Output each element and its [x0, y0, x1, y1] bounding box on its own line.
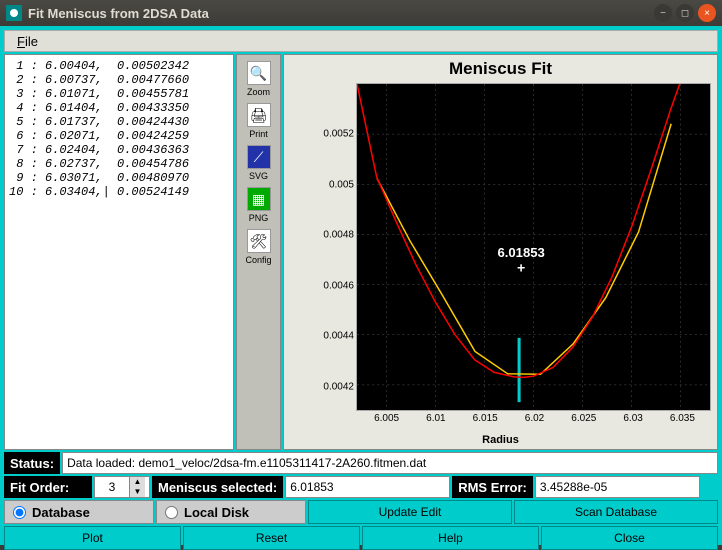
png-button[interactable]: ▦ PNG [239, 185, 279, 225]
fit-order-label: Fit Order: [4, 476, 92, 498]
zoom-label: Zoom [247, 87, 270, 97]
config-label: Config [245, 255, 271, 265]
status-value: Data loaded: demo1_veloc/2dsa-fm.e110531… [62, 452, 718, 474]
app-icon [6, 5, 22, 21]
data-row: 6 : 6.02071, 0.00424259 [9, 129, 229, 143]
y-tick: 0.005 [304, 179, 354, 190]
y-tick: 0.0044 [304, 331, 354, 342]
x-tick: 6.02 [525, 413, 544, 424]
file-menu[interactable]: File [11, 32, 44, 51]
data-row: 4 : 6.01404, 0.00433350 [9, 101, 229, 115]
data-row: 5 : 6.01737, 0.00424430 [9, 115, 229, 129]
database-radio-box[interactable]: Database [4, 500, 154, 524]
meniscus-label: Meniscus selected: [152, 476, 283, 498]
data-row: 7 : 6.02404, 0.00436363 [9, 143, 229, 157]
localdisk-radio-box[interactable]: Local Disk [156, 500, 306, 524]
meniscus-input[interactable] [285, 476, 450, 498]
minimize-button[interactable]: − [654, 4, 672, 22]
y-tick: 0.0046 [304, 280, 354, 291]
data-list[interactable]: 1 : 6.00404, 0.00502342 2 : 6.00737, 0.0… [4, 54, 234, 450]
close-window-button[interactable]: × [698, 4, 716, 22]
x-tick: 6.03 [623, 413, 642, 424]
close-button[interactable]: Close [541, 526, 718, 550]
svg-button[interactable]: ⟋ SVG [239, 143, 279, 183]
data-row: 8 : 6.02737, 0.00454786 [9, 157, 229, 171]
localdisk-radio-label: Local Disk [184, 505, 249, 520]
plot-panel: Meniscus Fit 2DSA Meniscus RMSD Value Ra… [283, 54, 718, 450]
x-tick: 6.01 [426, 413, 445, 424]
rms-error-input[interactable] [535, 476, 700, 498]
database-radio-label: Database [32, 505, 90, 520]
x-tick: 6.015 [473, 413, 498, 424]
zoom-icon: 🔍 [247, 61, 271, 85]
plot-title: Meniscus Fit [284, 55, 717, 81]
config-icon: 🛠 [247, 229, 271, 253]
fit-order-input[interactable] [95, 477, 129, 497]
data-row: 2 : 6.00737, 0.00477660 [9, 73, 229, 87]
svg-label: SVG [249, 171, 268, 181]
reset-button[interactable]: Reset [183, 526, 360, 550]
x-tick: 6.005 [374, 413, 399, 424]
rms-error-label: RMS Error: [452, 476, 533, 498]
config-button[interactable]: 🛠 Config [239, 227, 279, 267]
y-tick: 0.0048 [304, 230, 354, 241]
data-row: 10 : 6.03404,| 0.00524149 [9, 185, 229, 199]
x-tick: 6.025 [571, 413, 596, 424]
data-row: 3 : 6.01071, 0.00455781 [9, 87, 229, 101]
print-icon: 🖨 [247, 103, 271, 127]
update-edit-button[interactable]: Update Edit [308, 500, 512, 524]
database-radio[interactable] [13, 506, 26, 519]
y-tick: 0.0052 [304, 129, 354, 140]
data-row: 9 : 6.03071, 0.00480970 [9, 171, 229, 185]
spinner-down[interactable]: ▼ [130, 487, 145, 497]
scan-database-button[interactable]: Scan Database [514, 500, 718, 524]
status-label: Status: [4, 452, 60, 474]
plot-area[interactable]: 6.01853+ [356, 83, 711, 411]
plot-button[interactable]: Plot [4, 526, 181, 550]
y-tick: 0.0042 [304, 381, 354, 392]
toolbar: 🔍 Zoom 🖨 Print ⟋ SVG ▦ PNG 🛠 Config [236, 54, 281, 450]
svg-text:6.01853: 6.01853 [497, 245, 544, 260]
print-label: Print [249, 129, 268, 139]
zoom-button[interactable]: 🔍 Zoom [239, 59, 279, 99]
window-title: Fit Meniscus from 2DSA Data [28, 6, 650, 21]
print-button[interactable]: 🖨 Print [239, 101, 279, 141]
png-label: PNG [249, 213, 269, 223]
help-button[interactable]: Help [362, 526, 539, 550]
maximize-button[interactable]: ◻ [676, 4, 694, 22]
localdisk-radio[interactable] [165, 506, 178, 519]
svg-icon: ⟋ [247, 145, 271, 169]
fit-order-spinner[interactable]: ▲▼ [94, 476, 150, 498]
svg-text:+: + [517, 260, 525, 276]
spinner-up[interactable]: ▲ [130, 477, 145, 487]
menubar: File [4, 30, 718, 52]
titlebar: Fit Meniscus from 2DSA Data − ◻ × [0, 0, 722, 26]
png-icon: ▦ [247, 187, 271, 211]
x-axis-label: Radius [482, 434, 519, 446]
x-tick: 6.035 [670, 413, 695, 424]
data-row: 1 : 6.00404, 0.00502342 [9, 59, 229, 73]
